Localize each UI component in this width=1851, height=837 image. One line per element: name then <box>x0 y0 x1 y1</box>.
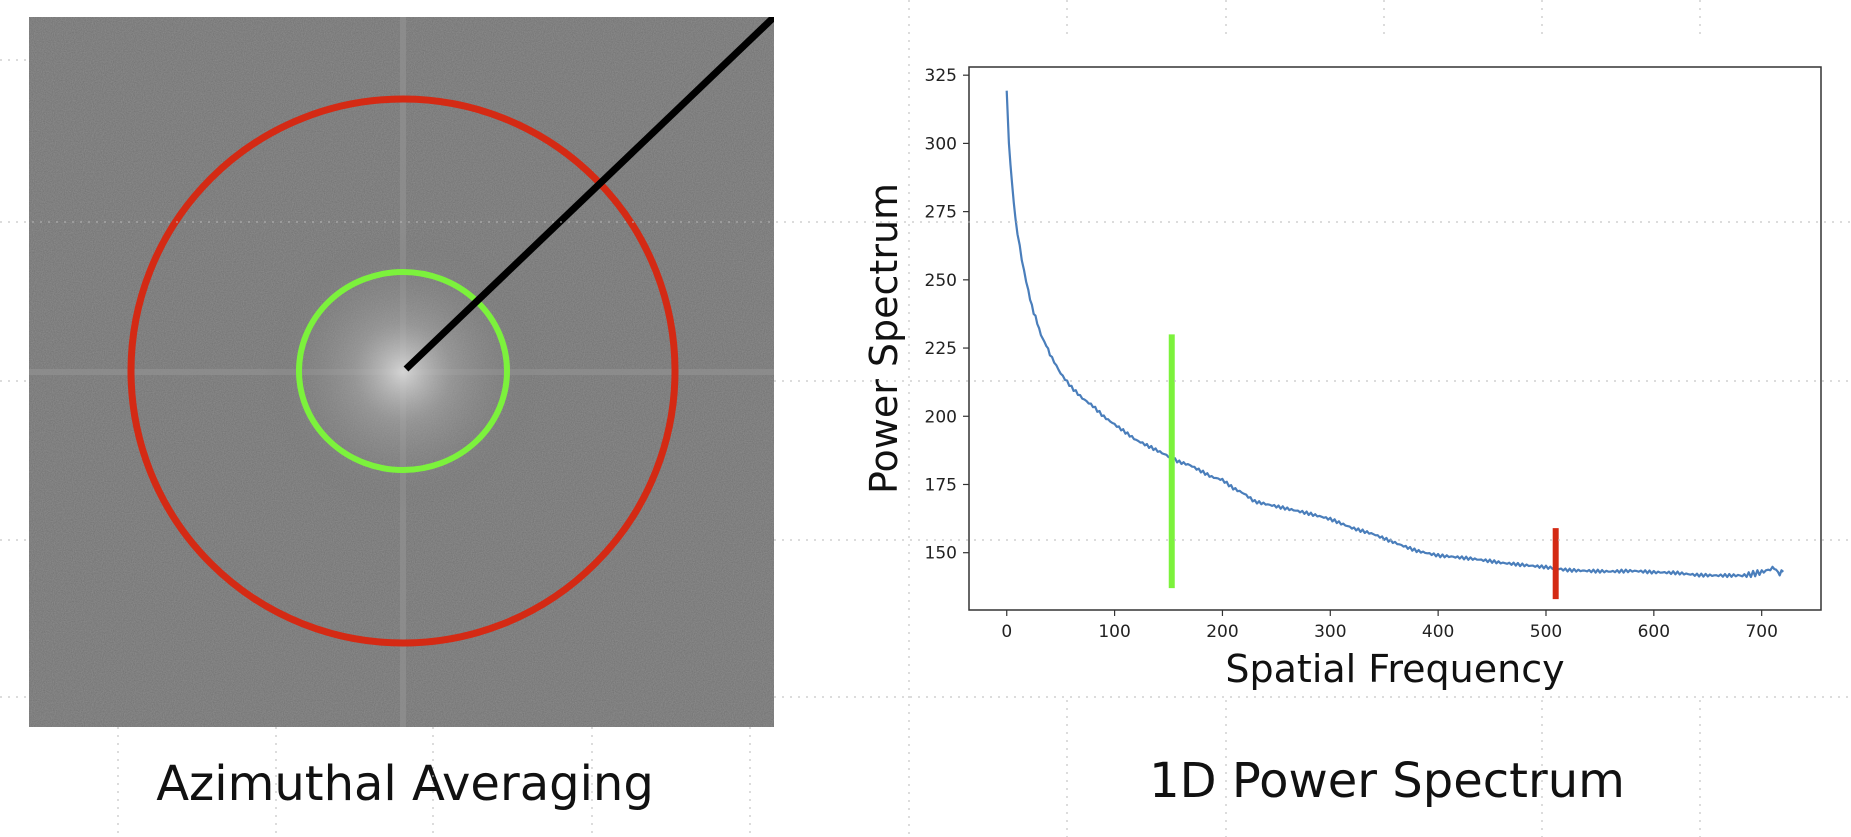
x-tick-label: 700 <box>1745 622 1777 642</box>
y-tick-label: 250 <box>925 271 957 291</box>
y-axis-label: Power Spectrum <box>862 183 906 494</box>
x-tick-label: 100 <box>1098 622 1130 642</box>
y-tick-label: 150 <box>925 544 957 564</box>
fft-image <box>29 17 774 727</box>
y-tick-label: 200 <box>925 407 957 427</box>
y-tick-label: 275 <box>925 203 957 223</box>
x-tick-label: 300 <box>1314 622 1346 642</box>
x-tick-label: 0 <box>1001 622 1012 642</box>
x-tick-label: 200 <box>1206 622 1238 642</box>
power-spectrum-line <box>1005 90 1785 579</box>
power-spectrum-chart: 0 100 200 300 400 500 600 700 150 175 200 225 250 275… <box>845 40 1845 700</box>
fft-image-panel <box>29 17 774 727</box>
x-tick-label: 500 <box>1530 622 1562 642</box>
caption-azimuthal-averaging: Azimuthal Averaging <box>156 756 654 812</box>
caption-1d-power-spectrum: 1D Power Spectrum <box>1149 753 1625 809</box>
inner-ring <box>296 269 510 473</box>
x-tick-label: 400 <box>1422 622 1454 642</box>
y-tick-label: 300 <box>925 134 957 154</box>
x-axis-label: Spatial Frequency <box>1225 647 1564 691</box>
power-spectrum-plot: 0 100 200 300 400 500 600 700 150 175 200 225 250 275… <box>862 66 1822 691</box>
y-tick-label: 325 <box>925 66 957 86</box>
y-tick-label: 175 <box>925 475 957 495</box>
x-tick-label: 600 <box>1638 622 1670 642</box>
radial-line <box>403 17 774 372</box>
plot-frame <box>968 66 1822 611</box>
outer-ring <box>127 95 679 647</box>
y-tick-label: 225 <box>925 339 957 359</box>
